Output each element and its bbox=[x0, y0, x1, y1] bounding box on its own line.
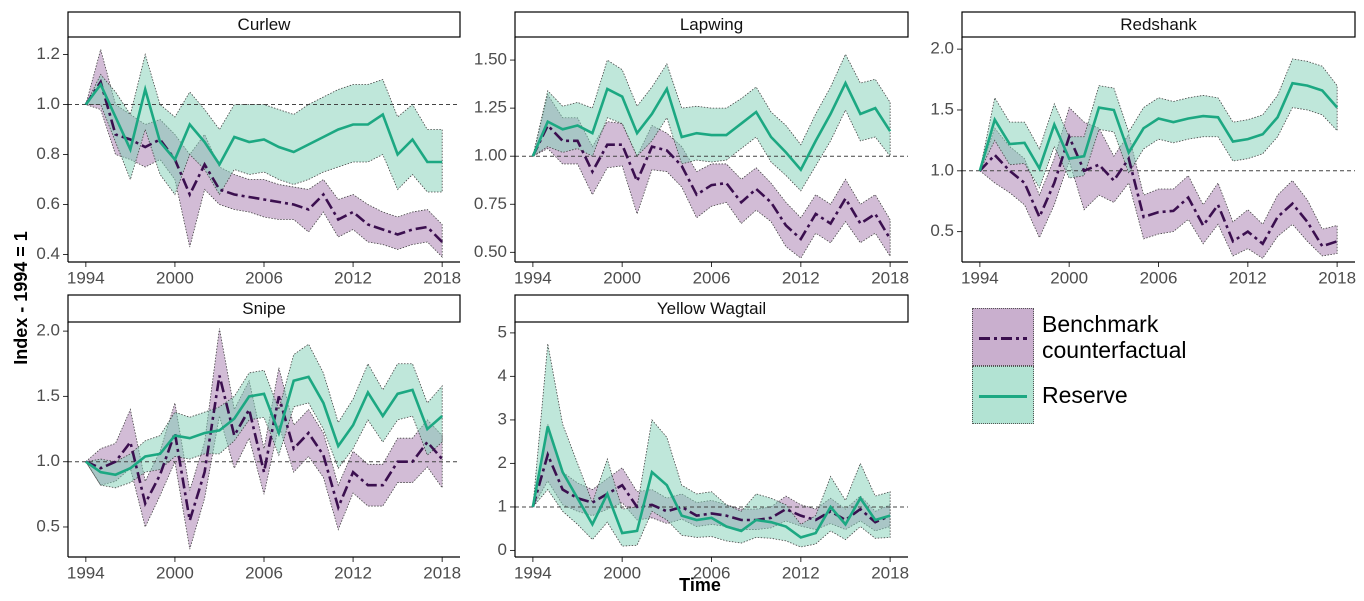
x-tick-label: 2012 bbox=[782, 268, 820, 287]
panel-title: Yellow Wagtail bbox=[657, 299, 766, 318]
series-line bbox=[978, 81, 1339, 172]
y-tick-label: 0.8 bbox=[36, 144, 60, 163]
strip bbox=[67, 11, 461, 38]
series-line bbox=[978, 133, 1338, 248]
legend-item: Reserve bbox=[972, 366, 1242, 424]
series-line bbox=[531, 450, 891, 524]
x-tick-label: 2006 bbox=[245, 268, 283, 287]
panel-title: Snipe bbox=[242, 299, 285, 318]
band bbox=[979, 58, 1338, 189]
x-axis-title: Time bbox=[679, 575, 721, 595]
panel-title: Redshank bbox=[1120, 15, 1197, 34]
x-tick-label: 2000 bbox=[156, 268, 194, 287]
legend-item: Benchmark counterfactual bbox=[972, 308, 1242, 366]
y-tick-label: 1.00 bbox=[474, 146, 507, 165]
legend-key bbox=[972, 308, 1034, 366]
panel-title: Curlew bbox=[238, 15, 292, 34]
y-tick-label: 1.5 bbox=[36, 386, 60, 405]
x-tick-label: 1994 bbox=[961, 268, 999, 287]
y-tick-label: 1.0 bbox=[36, 94, 60, 113]
band bbox=[532, 343, 891, 548]
legend-label: Reserve bbox=[1042, 382, 1128, 408]
x-tick-label: 2018 bbox=[423, 268, 461, 287]
series-line bbox=[84, 81, 443, 168]
band bbox=[85, 328, 443, 550]
y-tick-label: 0.75 bbox=[474, 194, 507, 213]
strip bbox=[514, 11, 909, 38]
x-tick-label: 2012 bbox=[334, 268, 372, 287]
y-tick-label: 2 bbox=[498, 453, 507, 472]
x-tick-label: 2018 bbox=[871, 563, 909, 582]
series-line bbox=[531, 80, 892, 173]
x-tick-label: 2012 bbox=[782, 563, 820, 582]
x-tick-label: 2000 bbox=[156, 563, 194, 582]
y-tick-label: 2.0 bbox=[36, 321, 60, 340]
y-tick-label: 1.50 bbox=[474, 50, 507, 69]
x-tick-label: 2018 bbox=[1318, 268, 1356, 287]
strip bbox=[961, 11, 1356, 38]
x-tick-label: 2000 bbox=[603, 268, 641, 287]
x-tick-label: 2006 bbox=[245, 563, 283, 582]
x-tick-label: 2000 bbox=[603, 563, 641, 582]
y-tick-label: 2.0 bbox=[930, 39, 954, 58]
legend-line bbox=[979, 337, 1027, 340]
x-tick-label: 2018 bbox=[871, 268, 909, 287]
y-tick-label: 1.2 bbox=[36, 44, 60, 63]
y-tick-label: 0.6 bbox=[36, 194, 60, 213]
x-tick-label: 1994 bbox=[67, 563, 105, 582]
band bbox=[532, 53, 891, 192]
y-tick-label: 0.5 bbox=[930, 221, 954, 240]
x-tick-label: 2018 bbox=[423, 563, 461, 582]
y-tick-label: 1.5 bbox=[930, 99, 954, 118]
y-axis-title: Index - 1994 = 1 bbox=[11, 231, 31, 365]
x-tick-label: 2012 bbox=[1229, 268, 1267, 287]
series-line bbox=[84, 78, 444, 243]
y-tick-label: 4 bbox=[498, 366, 507, 385]
x-tick-label: 1994 bbox=[67, 268, 105, 287]
legend-key bbox=[972, 366, 1034, 424]
legend: Benchmark counterfactual Reserve bbox=[972, 308, 1242, 424]
series-line bbox=[85, 375, 444, 477]
y-tick-label: 1 bbox=[498, 496, 507, 515]
band bbox=[85, 47, 443, 258]
x-tick-label: 2006 bbox=[693, 563, 731, 582]
x-tick-label: 2012 bbox=[334, 563, 372, 582]
x-tick-label: 2000 bbox=[1050, 268, 1088, 287]
x-tick-label: 2006 bbox=[693, 268, 731, 287]
y-tick-label: 0 bbox=[498, 540, 507, 559]
y-tick-label: 0.5 bbox=[36, 516, 60, 535]
legend-line bbox=[979, 395, 1027, 398]
band bbox=[85, 52, 443, 196]
x-tick-label: 1994 bbox=[514, 268, 552, 287]
y-tick-label: 1.25 bbox=[474, 98, 507, 117]
x-tick-label: 1994 bbox=[514, 563, 552, 582]
panel-title: Lapwing bbox=[680, 15, 743, 34]
y-tick-label: 0.4 bbox=[36, 244, 60, 263]
series-line bbox=[531, 426, 891, 539]
legend-label: Benchmark counterfactual bbox=[1042, 311, 1187, 363]
y-tick-label: 3 bbox=[498, 409, 507, 428]
strip bbox=[67, 294, 461, 323]
series-line bbox=[85, 375, 444, 521]
y-tick-label: 5 bbox=[498, 322, 507, 341]
x-tick-label: 2006 bbox=[1140, 268, 1178, 287]
y-tick-label: 1.0 bbox=[930, 160, 954, 179]
strip bbox=[514, 294, 909, 323]
y-tick-label: 1.0 bbox=[36, 451, 60, 470]
series-line bbox=[531, 123, 892, 241]
y-tick-label: 0.50 bbox=[474, 242, 507, 261]
